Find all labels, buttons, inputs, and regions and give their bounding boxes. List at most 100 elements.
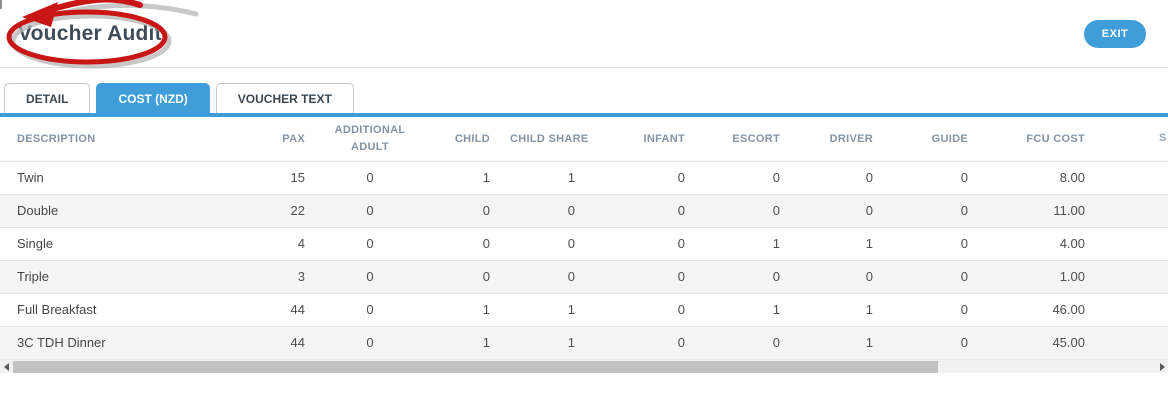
horizontal-scrollbar (0, 359, 1168, 373)
value-cell: 0 (315, 161, 425, 195)
table-row: Triple 3 0 0 0 0 0 0 0 1.00 (0, 260, 1168, 294)
value-cell: 1.00 (978, 260, 1095, 294)
cost-table: DESCRIPTION PAX ADDITIONAL ADULT CHILD CHILD… (0, 117, 1168, 360)
value-cell: 0 (315, 326, 425, 360)
value-cell: 0 (315, 227, 425, 261)
spacer-cell (1095, 161, 1168, 195)
value-cell: 45.00 (978, 326, 1095, 360)
page-title: Voucher Audit (18, 21, 162, 45)
value-cell: 0 (315, 260, 425, 294)
value-cell: 0 (425, 260, 500, 294)
value-cell: 1 (425, 326, 500, 360)
table-header-row: DESCRIPTION PAX ADDITIONAL ADULT CHILD CHILD… (0, 117, 1168, 162)
table-row: Single 4 0 0 0 0 1 1 0 4.00 (0, 227, 1168, 261)
value-cell: 22 (270, 194, 315, 228)
value-cell: 0 (425, 194, 500, 228)
column-header: FCU COST (978, 117, 1095, 162)
top-bar: Voucher Audit EXIT (0, 0, 1168, 69)
tab-bar: DETAIL COST (NZD) VOUCHER TEXT (0, 68, 1168, 113)
scroll-left-arrow[interactable] (0, 360, 12, 374)
clipped-next-column-label: S (1159, 132, 1167, 144)
description-cell: 3C TDH Dinner (0, 326, 270, 360)
value-cell: 44 (270, 326, 315, 360)
column-header: PAX (270, 117, 315, 162)
value-cell: 0 (695, 194, 790, 228)
value-cell: 0 (315, 194, 425, 228)
table-row: Full Breakfast 44 0 1 1 0 1 1 0 46.00 (0, 293, 1168, 327)
description-cell: Single (0, 227, 270, 261)
scroll-right-arrow[interactable] (1156, 360, 1168, 374)
value-cell: 15 (270, 161, 315, 195)
value-cell: 1 (790, 293, 883, 327)
value-cell: 3 (270, 260, 315, 294)
tab-cost-nzd[interactable]: COST (NZD) (96, 83, 210, 113)
value-cell: 1 (425, 293, 500, 327)
value-cell: 0 (585, 326, 695, 360)
value-cell: 8.00 (978, 161, 1095, 195)
value-cell: 0 (883, 260, 978, 294)
value-cell: 1 (790, 227, 883, 261)
spacer-cell (1095, 326, 1168, 360)
value-cell: 0 (883, 326, 978, 360)
table-row: 3C TDH Dinner 44 0 1 1 0 0 1 0 45.00 (0, 326, 1168, 360)
value-cell: 1 (695, 227, 790, 261)
value-cell: 1 (790, 326, 883, 360)
exit-button[interactable]: EXIT (1084, 19, 1146, 48)
value-cell: 0 (585, 227, 695, 261)
spacer-cell (1095, 260, 1168, 294)
table-row: Twin 15 0 1 1 0 0 0 0 8.00 (0, 161, 1168, 195)
description-cell: Double (0, 194, 270, 228)
value-cell: 0 (883, 161, 978, 195)
scrollbar-thumb[interactable] (13, 360, 938, 373)
right-triangle-icon (1159, 362, 1165, 371)
tab-voucher-text[interactable]: VOUCHER TEXT (215, 83, 354, 113)
column-header: DRIVER (790, 117, 883, 162)
value-cell: 0 (883, 227, 978, 261)
value-cell: 0 (883, 194, 978, 228)
value-cell: 0 (695, 260, 790, 294)
value-cell: 4 (270, 227, 315, 261)
scrollbar-track[interactable] (12, 360, 1156, 374)
value-cell: 1 (500, 326, 585, 360)
column-header: ESCORT (695, 117, 790, 162)
column-header: DESCRIPTION (0, 117, 270, 162)
value-cell: 0 (315, 293, 425, 327)
value-cell: 0 (790, 194, 883, 228)
value-cell: 0 (500, 260, 585, 294)
left-triangle-icon (3, 362, 9, 371)
value-cell: 0 (790, 161, 883, 195)
value-cell: 1 (500, 161, 585, 195)
screen-edge-artifact (0, 0, 2, 9)
column-header: CHILD (425, 117, 500, 162)
value-cell: 0 (585, 161, 695, 195)
value-cell: 0 (883, 293, 978, 327)
value-cell: 0 (585, 194, 695, 228)
value-cell: 0 (425, 227, 500, 261)
value-cell: 0 (500, 194, 585, 228)
spacer-cell (1095, 293, 1168, 327)
value-cell: 1 (425, 161, 500, 195)
spacer-cell (1095, 194, 1168, 228)
table-body: Twin 15 0 1 1 0 0 0 0 8.00 Double 22 0 0 0 0 0 0 0 11.00 Sin… (0, 161, 1168, 360)
description-cell: Triple (0, 260, 270, 294)
tab-detail[interactable]: DETAIL (4, 83, 91, 113)
column-header: INFANT (585, 117, 695, 162)
value-cell: 0 (585, 293, 695, 327)
column-header: ADDITIONAL ADULT (315, 117, 425, 162)
active-tab-underline (0, 113, 1168, 117)
value-cell: 1 (695, 293, 790, 327)
value-cell: 0 (695, 161, 790, 195)
value-cell: 46.00 (978, 293, 1095, 327)
table-row: Double 22 0 0 0 0 0 0 0 11.00 (0, 194, 1168, 228)
column-header-clipped: S (1095, 117, 1168, 162)
column-header: CHILD SHARE (500, 117, 588, 162)
description-cell: Twin (0, 161, 270, 195)
column-header: GUIDE (883, 117, 978, 162)
value-cell: 1 (500, 293, 585, 327)
value-cell: 11.00 (978, 194, 1095, 228)
value-cell: 0 (500, 227, 585, 261)
description-cell: Full Breakfast (0, 293, 270, 327)
spacer-cell (1095, 227, 1168, 261)
value-cell: 0 (790, 260, 883, 294)
value-cell: 44 (270, 293, 315, 327)
